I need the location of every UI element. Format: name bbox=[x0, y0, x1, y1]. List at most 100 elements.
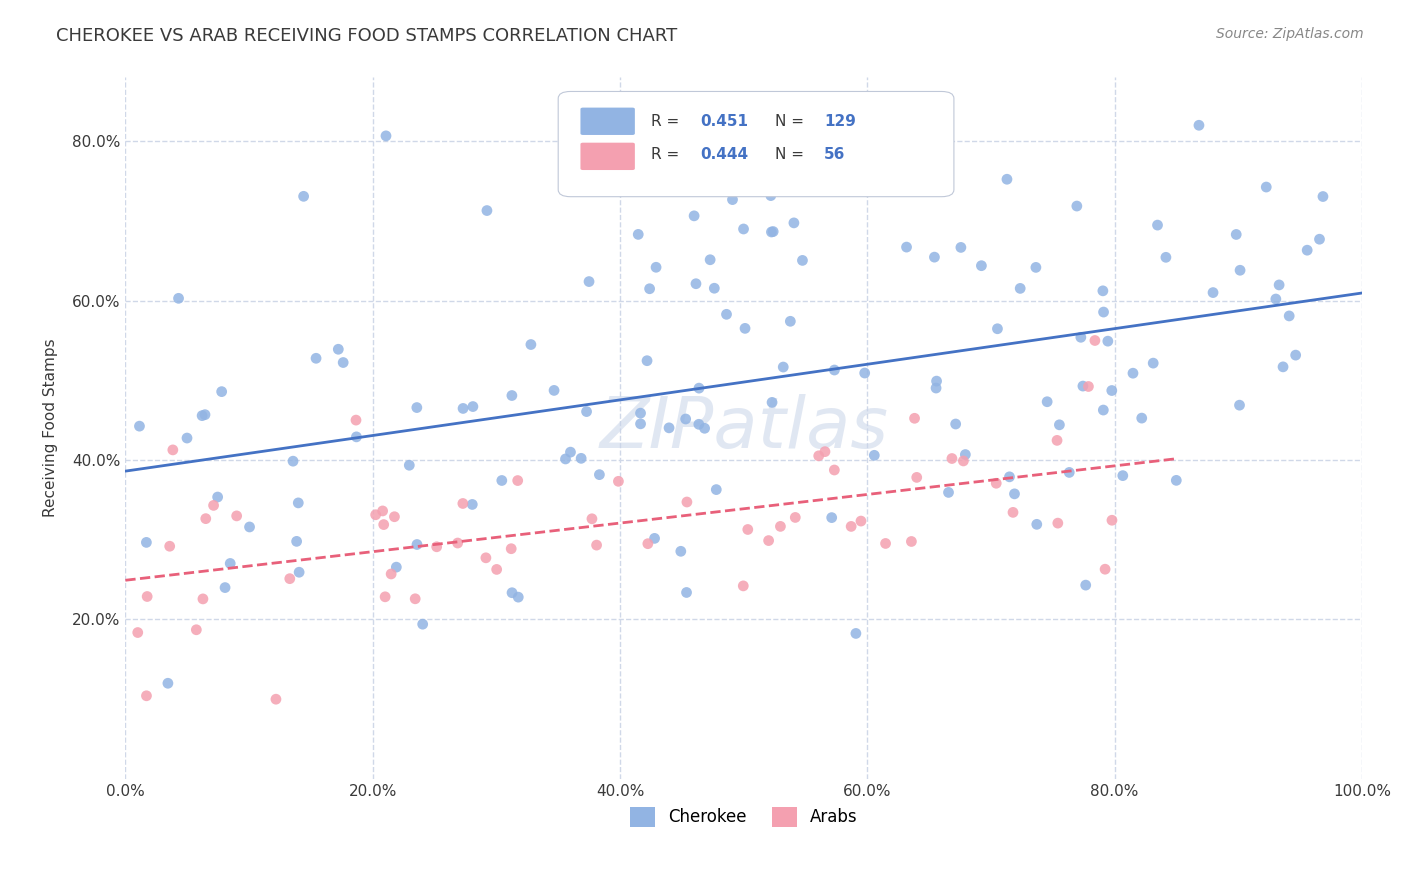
Point bbox=[970, 259, 993, 273]
Point bbox=[364, 508, 387, 522]
Point bbox=[1092, 305, 1115, 319]
Point bbox=[924, 250, 946, 264]
Point bbox=[1101, 513, 1123, 527]
Text: 0.451: 0.451 bbox=[700, 114, 748, 129]
Point bbox=[995, 172, 1018, 186]
Point bbox=[225, 508, 247, 523]
Point bbox=[627, 227, 650, 242]
Point bbox=[1092, 403, 1115, 417]
Point bbox=[127, 625, 149, 640]
Point bbox=[675, 585, 697, 599]
Point bbox=[785, 510, 807, 524]
Point bbox=[191, 409, 214, 423]
Point bbox=[1070, 330, 1092, 344]
Point bbox=[186, 623, 208, 637]
Point bbox=[128, 419, 150, 434]
Point bbox=[636, 353, 658, 368]
Point bbox=[1025, 517, 1047, 532]
Point bbox=[374, 590, 396, 604]
Point bbox=[501, 586, 523, 600]
Point bbox=[1296, 243, 1319, 257]
Point bbox=[136, 590, 159, 604]
Point bbox=[1046, 434, 1069, 448]
Point bbox=[849, 514, 872, 528]
Point bbox=[1130, 411, 1153, 425]
Point bbox=[1166, 474, 1188, 488]
Point bbox=[1202, 285, 1225, 300]
Point bbox=[1004, 487, 1026, 501]
Point bbox=[683, 209, 706, 223]
Point bbox=[1308, 232, 1330, 246]
Point bbox=[1047, 417, 1070, 432]
Point bbox=[1001, 505, 1024, 519]
Text: R =: R = bbox=[651, 114, 679, 129]
Point bbox=[821, 510, 844, 524]
Point bbox=[807, 449, 830, 463]
Point bbox=[588, 467, 610, 482]
Point bbox=[264, 692, 287, 706]
Point bbox=[373, 517, 395, 532]
Point bbox=[1036, 394, 1059, 409]
Point bbox=[986, 322, 1008, 336]
Point bbox=[875, 536, 897, 550]
Point bbox=[1097, 334, 1119, 348]
Point bbox=[207, 490, 229, 504]
Legend: Cherokee, Arabs: Cherokee, Arabs bbox=[623, 800, 865, 834]
Point bbox=[704, 483, 727, 497]
Point bbox=[219, 557, 242, 571]
Point bbox=[1188, 118, 1211, 132]
Point bbox=[1122, 366, 1144, 380]
Point bbox=[191, 591, 214, 606]
Point bbox=[685, 277, 707, 291]
Point bbox=[578, 275, 600, 289]
Point bbox=[375, 128, 398, 143]
Point bbox=[176, 431, 198, 445]
Point bbox=[941, 451, 963, 466]
Point bbox=[1066, 199, 1088, 213]
Point bbox=[779, 314, 801, 328]
Point bbox=[508, 590, 530, 604]
Point bbox=[675, 412, 697, 426]
Point bbox=[823, 463, 845, 477]
Point bbox=[693, 421, 716, 435]
Point bbox=[955, 448, 977, 462]
Text: CHEROKEE VS ARAB RECEIVING FOOD STAMPS CORRELATION CHART: CHEROKEE VS ARAB RECEIVING FOOD STAMPS C… bbox=[56, 27, 678, 45]
Point bbox=[1285, 348, 1308, 362]
Point bbox=[328, 343, 350, 357]
Text: 56: 56 bbox=[824, 147, 845, 162]
Point bbox=[278, 572, 301, 586]
Point bbox=[1229, 263, 1251, 277]
Point bbox=[733, 579, 755, 593]
Point bbox=[839, 519, 862, 533]
Point bbox=[1278, 309, 1301, 323]
Point bbox=[853, 366, 876, 380]
Point bbox=[447, 536, 470, 550]
Point bbox=[384, 509, 406, 524]
Point bbox=[451, 496, 474, 510]
Point bbox=[945, 417, 967, 431]
Point bbox=[461, 400, 484, 414]
Point bbox=[292, 189, 315, 203]
Point bbox=[501, 388, 523, 402]
Point bbox=[1154, 250, 1177, 264]
Point bbox=[638, 282, 661, 296]
Point bbox=[1146, 218, 1168, 232]
Point bbox=[903, 411, 925, 425]
Point bbox=[485, 562, 508, 576]
Point bbox=[398, 458, 420, 473]
Point bbox=[575, 404, 598, 418]
Point bbox=[1074, 578, 1097, 592]
Point bbox=[305, 351, 328, 366]
Point bbox=[669, 544, 692, 558]
Point bbox=[949, 240, 972, 254]
Point bbox=[1084, 334, 1107, 348]
Point bbox=[769, 519, 792, 533]
Text: ZIPatlas: ZIPatlas bbox=[599, 393, 889, 463]
Point bbox=[332, 355, 354, 369]
Point bbox=[167, 291, 190, 305]
Point bbox=[761, 395, 783, 409]
Point bbox=[716, 307, 738, 321]
Point bbox=[900, 534, 922, 549]
Point bbox=[581, 512, 603, 526]
Point bbox=[645, 260, 668, 275]
